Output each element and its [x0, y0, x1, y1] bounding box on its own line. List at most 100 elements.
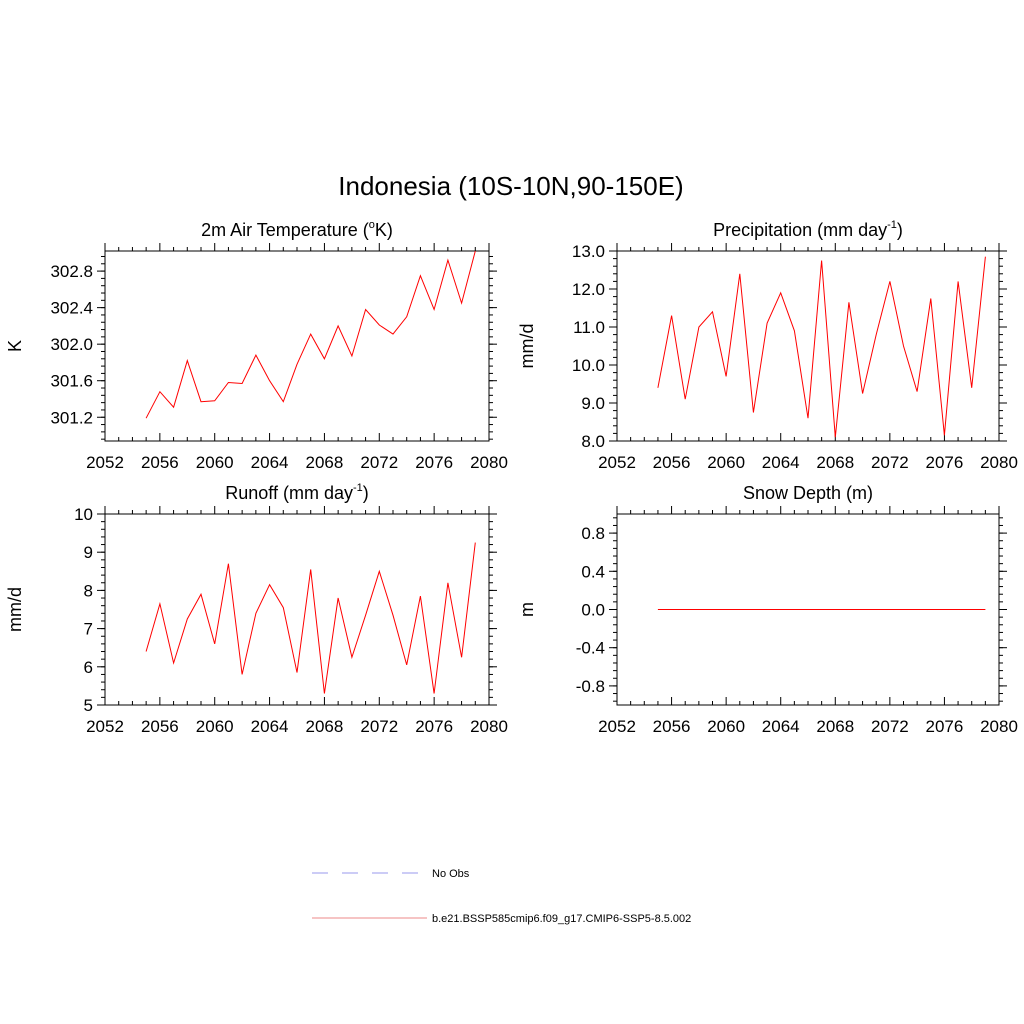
panel-title-main: Snow Depth (m) — [743, 483, 873, 503]
x-tick-label: 2072 — [871, 717, 909, 736]
series-line — [657, 256, 986, 438]
data-point — [739, 273, 741, 275]
data-point — [145, 651, 147, 653]
data-point — [739, 609, 741, 611]
data-point — [930, 609, 932, 611]
data-point — [794, 609, 796, 611]
data-point — [365, 614, 367, 616]
y-tick-label: 301.2 — [50, 408, 93, 427]
x-tick-label: 2064 — [251, 717, 289, 736]
y-tick-label: 0.8 — [581, 524, 605, 543]
data-point — [145, 417, 147, 419]
y-tick-label: 6 — [84, 658, 93, 677]
y-tick-label: 302.4 — [50, 299, 93, 318]
panels: 2m Air Temperature (oK) K 2052 2056 2060 2064… — [5, 219, 1018, 736]
x-tick-label: 2080 — [470, 717, 508, 736]
y-tick-label: 302.8 — [50, 262, 93, 281]
data-point — [282, 607, 284, 609]
y-tick-label: 8 — [84, 581, 93, 600]
data-point — [821, 609, 823, 611]
data-point — [214, 400, 216, 402]
y-tick-label: 0.0 — [581, 601, 605, 620]
legend-label: No Obs — [432, 868, 470, 880]
data-point — [406, 664, 408, 666]
data-point — [269, 380, 271, 382]
y-tick-label: 11.0 — [573, 318, 605, 337]
data-point — [766, 322, 768, 324]
panel-title-main: Runoff (mm day — [225, 483, 353, 503]
data-point — [766, 609, 768, 611]
x-tick-label: 2064 — [251, 453, 289, 472]
data-point — [725, 609, 727, 611]
data-point — [406, 316, 408, 318]
data-point — [944, 435, 946, 437]
y-tick-label: 9.0 — [581, 394, 605, 413]
x-tick-label: 2060 — [707, 453, 745, 472]
x-tick-label: 2056 — [653, 453, 691, 472]
x-tick-label: 2064 — [762, 717, 800, 736]
panel-title-suffix: ) — [363, 483, 369, 503]
data-point — [875, 334, 877, 336]
panel-title-main: Precipitation (mm day — [713, 220, 887, 240]
data-point — [834, 436, 836, 438]
data-point — [324, 358, 326, 360]
y-tick-label: 0.4 — [581, 562, 605, 581]
x-tick-label: 2076 — [926, 453, 964, 472]
y-tick-label: 10 — [74, 505, 93, 524]
data-point — [433, 309, 435, 311]
data-point — [930, 298, 932, 300]
data-point — [378, 571, 380, 573]
x-tick-label: 2076 — [415, 717, 453, 736]
x-tick-label: 2080 — [980, 717, 1018, 736]
data-point — [282, 401, 284, 403]
data-point — [944, 609, 946, 611]
legend-label: b.e21.BSSP585cmip6.f09_g17.CMIP6-SSP5-8.… — [432, 913, 691, 925]
data-point — [671, 609, 673, 611]
y-tick-label: 10.0 — [572, 356, 605, 375]
data-point — [807, 609, 809, 611]
data-point — [200, 401, 202, 403]
x-tick-label: 2052 — [598, 717, 636, 736]
data-point — [916, 609, 918, 611]
data-point — [671, 315, 673, 317]
data-point — [848, 302, 850, 304]
data-point — [753, 412, 755, 414]
y-tick-label: -0.8 — [576, 677, 605, 696]
series-line — [145, 250, 476, 419]
panel-title: Snow Depth (m) — [743, 483, 873, 503]
data-point — [186, 618, 188, 620]
x-tick-label: 2060 — [707, 717, 745, 736]
data-point — [957, 609, 959, 611]
data-point — [310, 333, 312, 335]
panel-title-superscript: -1 — [353, 482, 363, 494]
data-point — [447, 259, 449, 261]
panel-p-runoff: Runoff (mm day-1) mm/d 2052 2056 2060 2064 206… — [5, 482, 508, 736]
data-point — [310, 569, 312, 571]
panel-p-temp: 2m Air Temperature (oK) K 2052 2056 2060 2064… — [5, 219, 508, 472]
data-point — [420, 275, 422, 277]
data-point — [474, 542, 476, 544]
y-tick-label: 12.0 — [572, 280, 605, 299]
data-point — [985, 609, 987, 611]
panel-title-suffix: K) — [375, 220, 393, 240]
data-point — [657, 609, 659, 611]
data-point — [241, 674, 243, 676]
data-point — [447, 582, 449, 584]
data-point — [296, 672, 298, 674]
x-tick-label: 2052 — [86, 717, 124, 736]
data-point — [971, 387, 973, 389]
data-point — [159, 391, 161, 393]
x-tick-label: 2064 — [762, 453, 800, 472]
figure-title: Indonesia (10S-10N,90-150E) — [338, 171, 683, 201]
data-point — [698, 326, 700, 328]
panel-title-superscript: -1 — [887, 219, 897, 231]
data-point — [903, 609, 905, 611]
panel-title: Precipitation (mm day-1) — [713, 219, 903, 240]
y-tick-label: 7 — [84, 620, 93, 639]
y-tick-label: 13.0 — [572, 242, 605, 261]
y-tick-label: 301.6 — [50, 372, 93, 391]
x-tick-label: 2072 — [871, 453, 909, 472]
data-point — [365, 309, 367, 311]
data-point — [862, 393, 864, 395]
data-point — [889, 609, 891, 611]
